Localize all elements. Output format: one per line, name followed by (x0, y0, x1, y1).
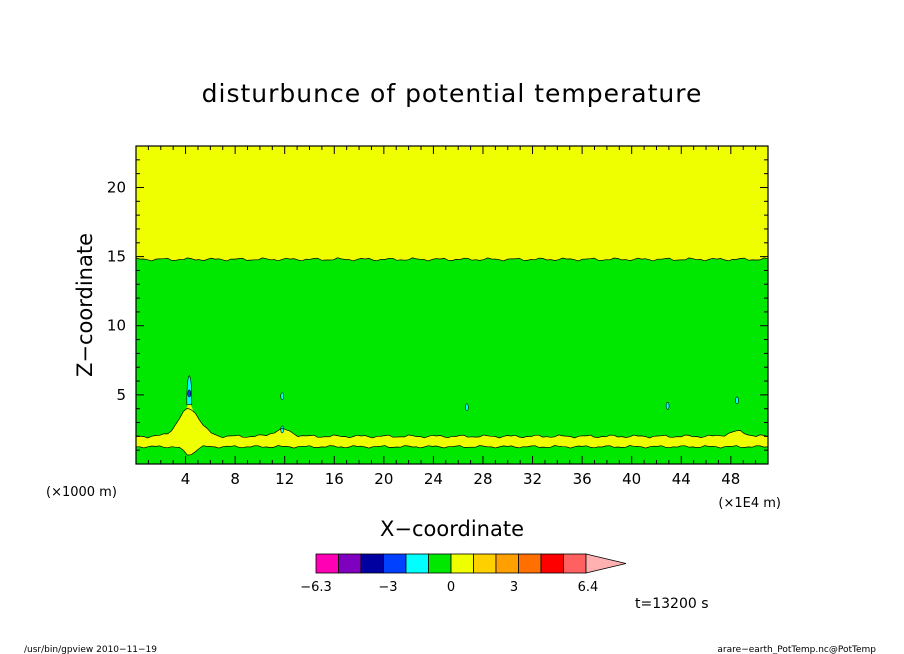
contour-cell-0 (280, 392, 285, 401)
x-tick-label-9: 40 (622, 470, 641, 488)
colorbar-swatch-5 (428, 553, 452, 574)
region-green-bottom (136, 445, 768, 464)
y-tick-label-0: 5 (116, 386, 126, 404)
footer-left: /usr/bin/gpview 2010−11−19 (24, 645, 157, 654)
colorbar-label-1: −3 (378, 580, 397, 595)
contour-cell-2 (465, 403, 469, 412)
footer-right: arare−earth_PotTemp.nc@PotTemp (717, 645, 876, 654)
x-tick-label-11: 48 (721, 470, 740, 488)
y-axis-label: Z−coordinate (73, 233, 97, 377)
colorbar-swatch-4 (405, 553, 429, 574)
colorbar-swatch-11 (563, 553, 587, 574)
chart-title: disturbunce of potential temperature (202, 79, 703, 108)
colorbar-label-3: 3 (510, 580, 518, 595)
x-tick-label-0: 4 (181, 470, 191, 488)
x-tick-label-7: 32 (523, 470, 542, 488)
colorbar (315, 553, 627, 574)
colorbar-label-2: 0 (447, 580, 455, 595)
contour-cell-5 (187, 389, 192, 398)
colorbar-labels: −6.3 −3 0 3 6.4 (300, 580, 598, 595)
colorbar-swatch-8 (495, 553, 519, 574)
colorbar-swatch-9 (518, 553, 542, 574)
colorbar-swatch-10 (540, 553, 564, 574)
y-tick-label-3: 20 (107, 178, 126, 196)
colorbar-swatch-1 (338, 553, 362, 574)
region-yellow-lower (136, 408, 768, 456)
contour-line-upper (135, 257, 769, 262)
y-tick-label-2: 15 (107, 248, 126, 266)
contour-cell-3 (665, 402, 670, 410)
x-tick-label-6: 28 (473, 470, 492, 488)
contour-line-lower-a (135, 407, 769, 439)
contour-cell-1 (280, 425, 285, 434)
x-tick-label-10: 44 (672, 470, 691, 488)
region-yellow-bump (175, 400, 204, 437)
colorbar-arrow (585, 553, 627, 574)
colorbar-swatch-7 (473, 553, 497, 574)
time-label: t=13200 s (635, 596, 709, 612)
colorbar-swatch-3 (383, 553, 407, 574)
x-tick-label-1: 8 (230, 470, 240, 488)
colorbar-swatch-2 (360, 553, 384, 574)
region-green-main (136, 257, 768, 464)
x-axis-label: X−coordinate (380, 517, 524, 541)
y-tick-label-1: 10 (107, 317, 126, 335)
colorbar-label-4: 6.4 (578, 580, 599, 595)
x-tick-label-4: 20 (374, 470, 393, 488)
contour-cell-4 (735, 396, 739, 405)
colorbar-label-0: −6.3 (300, 580, 332, 595)
x-unit-left: (×1000 m) (46, 485, 117, 500)
colorbar-swatch-6 (450, 553, 474, 574)
colorbar-swatch-0 (315, 553, 339, 574)
plot-frame (135, 145, 769, 465)
x-tick-label-8: 36 (573, 470, 592, 488)
x-unit-right: (×1E4 m) (718, 496, 781, 511)
x-tick-label-3: 16 (325, 470, 344, 488)
contour-line-lower-b (136, 445, 769, 456)
x-tick-label-5: 24 (424, 470, 443, 488)
x-tick-label-2: 12 (275, 470, 294, 488)
small-contour-cells (187, 389, 739, 434)
